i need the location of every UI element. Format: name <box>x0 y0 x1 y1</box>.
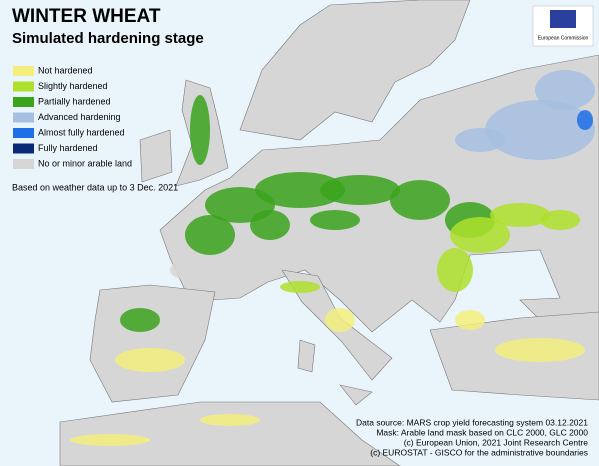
eu-flag <box>550 10 576 28</box>
legend-swatch <box>13 112 34 123</box>
crop-area <box>255 172 345 208</box>
map-title: WINTER WHEAT <box>12 6 161 27</box>
crop-area <box>70 434 150 446</box>
crop-area <box>535 70 595 110</box>
crop-area <box>577 110 593 130</box>
crop-area <box>455 128 505 152</box>
eu-logo: European Commission <box>532 5 594 47</box>
crop-area <box>495 338 585 362</box>
legend-label: Almost fully hardened <box>38 127 125 137</box>
crop-area <box>540 210 580 230</box>
crop-area <box>120 308 160 332</box>
sources: Data source: MARS crop yield forecasting… <box>356 417 588 457</box>
crop-area <box>170 262 190 278</box>
crop-area <box>490 203 550 227</box>
crop-area <box>450 217 510 253</box>
crop-area <box>455 310 485 330</box>
legend-swatch <box>13 66 34 76</box>
crop-area <box>437 248 473 292</box>
source-line: Mask: Arable land mask based on CLC 2000… <box>376 427 588 437</box>
source-line: (c) European Union, 2021 Joint Research … <box>404 437 589 447</box>
legend-label: No or minor arable land <box>38 158 132 168</box>
legend-label: Slightly hardened <box>38 81 108 91</box>
crop-area <box>250 210 290 240</box>
source-line: (c) EUROSTAT - GISCO for the administrat… <box>370 447 588 457</box>
crop-area <box>185 215 235 255</box>
crop-area <box>190 95 210 165</box>
legend-swatch <box>13 81 34 92</box>
crop-areas <box>70 70 595 446</box>
legend-label: Partially hardened <box>38 96 111 106</box>
legend-label: Not hardened <box>38 65 93 75</box>
crop-area <box>310 210 360 230</box>
legend-label: Advanced hardening <box>38 112 121 122</box>
crop-area <box>325 308 355 332</box>
crop-area <box>115 348 185 372</box>
crop-area <box>320 175 400 205</box>
crop-area <box>390 180 450 220</box>
source-line: Data source: MARS crop yield forecasting… <box>356 417 588 427</box>
legend-swatch <box>13 128 34 138</box>
crop-area <box>200 414 260 426</box>
legend-swatch <box>13 97 34 107</box>
legend-swatch <box>13 159 34 169</box>
crop-area <box>485 100 595 160</box>
legend-label: Fully hardened <box>38 143 98 153</box>
logo-text: European Commission <box>538 35 589 41</box>
legend-swatch <box>13 143 34 154</box>
legend: Not hardened Slightly hardened Partially h… <box>13 65 132 169</box>
crop-area <box>280 281 320 293</box>
map-subtitle: Simulated hardening stage <box>12 30 204 47</box>
note: Based on weather data up to 3 Dec. 2021 <box>12 182 178 192</box>
